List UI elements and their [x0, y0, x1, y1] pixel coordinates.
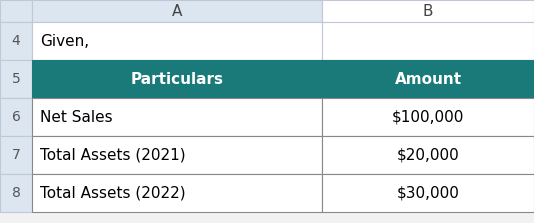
Bar [0, 0, 32, 22]
Text: 6: 6 [12, 110, 20, 124]
Bar [32, 0, 322, 22]
Text: 8: 8 [12, 186, 20, 200]
Text: Total Assets (2021): Total Assets (2021) [40, 147, 186, 163]
Bar [0, 60, 32, 98]
Bar [0, 174, 32, 212]
Bar [32, 136, 322, 174]
Bar [322, 60, 534, 98]
Text: B: B [423, 4, 433, 19]
Bar [32, 22, 322, 60]
Text: Total Assets (2022): Total Assets (2022) [40, 186, 186, 200]
Bar [322, 136, 534, 174]
Text: 5: 5 [12, 72, 20, 86]
Text: $30,000: $30,000 [397, 186, 459, 200]
Bar [32, 60, 322, 98]
Bar [322, 0, 534, 22]
Text: A: A [172, 4, 182, 19]
Text: Amount: Amount [395, 72, 461, 87]
Text: 4: 4 [12, 34, 20, 48]
Text: Particulars: Particulars [130, 72, 224, 87]
Text: 7: 7 [12, 148, 20, 162]
Bar [322, 174, 534, 212]
Text: Given,: Given, [40, 33, 89, 48]
Bar [322, 98, 534, 136]
Text: Net Sales: Net Sales [40, 109, 113, 124]
Bar [0, 98, 32, 136]
Bar [0, 22, 32, 60]
Bar [32, 174, 322, 212]
Text: $100,000: $100,000 [392, 109, 464, 124]
Bar [0, 136, 32, 174]
Bar [32, 98, 322, 136]
Text: $20,000: $20,000 [397, 147, 459, 163]
Bar [322, 22, 534, 60]
